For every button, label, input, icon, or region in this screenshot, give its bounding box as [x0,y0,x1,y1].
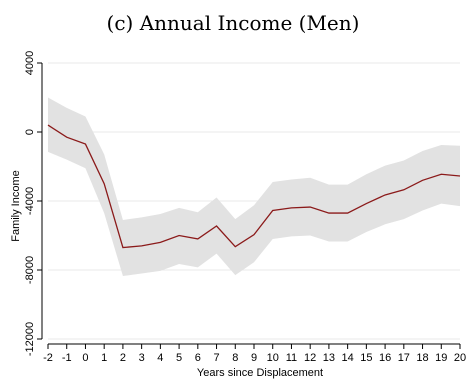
x-tick-label: 15 [360,352,372,364]
y-axis-label: Family Income [10,170,22,242]
y-tick-label: -4000 [24,187,36,215]
chart-title: (c) Annual Income (Men) [107,11,360,35]
x-tick-label: 20 [454,352,466,364]
x-ticks: -2 -1 0 1 2 3 4 5 6 7 8 9 10 11 12 13 14 15 16 17 18 19 20 [43,344,466,364]
x-tick-label: 14 [342,352,354,364]
x-tick-label: 11 [286,352,297,364]
estimate-line [47,124,461,249]
x-tick-label: 7 [213,352,219,364]
x-tick-label: 1 [101,352,107,364]
x-tick-label: 18 [416,352,428,364]
x-tick-label: 19 [435,352,447,364]
x-tick-label: 2 [120,352,126,364]
x-tick-label: -2 [43,352,53,364]
x-tick-label: 9 [251,352,257,364]
x-tick-label: 3 [139,352,145,364]
x-tick-label: 6 [195,352,201,364]
x-tick-label: 10 [267,352,279,364]
x-tick-label: 17 [398,352,410,364]
x-tick-label: 16 [379,352,391,364]
y-tick-label: 0 [24,129,36,135]
y-tick-label: 4000 [24,51,36,75]
x-tick-label: 0 [82,352,88,364]
y-ticks: 4000 0 -4000 -8000 -12000 [24,51,42,356]
x-tick-label: 12 [304,352,316,364]
x-tick-label: 8 [232,352,238,364]
y-tick-label: -8000 [24,256,36,284]
x-tick-label: 4 [157,352,163,364]
x-axis-label: Years since Displacement [197,367,323,379]
x-tick-label: 13 [323,352,335,364]
y-tick-label: -12000 [24,322,36,356]
x-tick-label: -1 [62,352,72,364]
x-tick-label: 5 [176,352,182,364]
confidence-band [48,97,460,277]
